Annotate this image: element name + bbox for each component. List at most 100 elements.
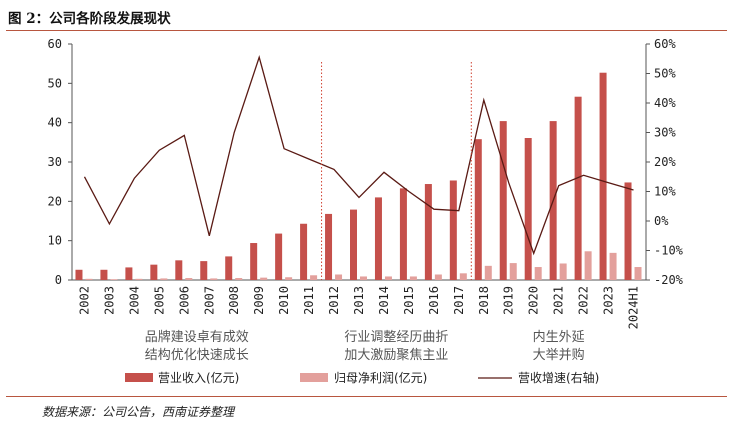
x-tick-label: 2009: [252, 286, 266, 315]
phase-label-line2: 大举并购: [533, 347, 585, 363]
profit-bar: [185, 278, 193, 280]
x-tick-label: 2018: [477, 286, 491, 315]
profit-bar: [335, 274, 343, 280]
profit-bar: [360, 276, 367, 280]
y-right-tick-label: 30%: [654, 126, 676, 140]
x-tick-label: 2004: [127, 286, 141, 315]
profit-bar: [310, 275, 318, 280]
profit-bar: [509, 263, 517, 280]
x-tick-label: 2020: [527, 286, 541, 315]
revenue-bar: [300, 223, 308, 280]
y-right-tick-label: 0%: [654, 214, 669, 228]
footer-rule: [6, 396, 727, 397]
profit-bar: [559, 263, 567, 280]
profit-bar: [110, 279, 118, 280]
revenue-bar: [125, 267, 133, 280]
x-tick-label: 2010: [277, 286, 291, 315]
profit-bar: [459, 273, 467, 280]
x-tick-label: 2022: [577, 286, 591, 315]
x-tick-label: 2019: [502, 286, 516, 315]
profit-bar: [210, 278, 218, 280]
legend-swatch-profit: [300, 373, 328, 382]
revenue-bar: [449, 180, 457, 280]
revenue-bar: [225, 256, 233, 280]
revenue-bar: [574, 96, 582, 280]
y-left-tick-label: 30: [48, 155, 62, 169]
y-left-tick-label: 40: [48, 116, 62, 130]
profit-bar: [609, 252, 617, 280]
source-note: 数据来源：公司公告，西南证券整理: [42, 405, 235, 419]
profit-bar: [534, 267, 542, 280]
profit-bar: [384, 276, 392, 280]
figure-title-bar: 图 2：公司各阶段发展现状: [6, 2, 727, 31]
revenue-bar: [100, 269, 108, 280]
revenue-bar: [150, 264, 158, 280]
profit-bar: [260, 277, 268, 280]
revenue-bar: [350, 209, 357, 280]
y-right-tick-label: 60%: [654, 37, 676, 51]
y-left-tick-label: 0: [55, 273, 62, 287]
profit-bar: [634, 267, 642, 280]
y-left-tick-label: 60: [48, 37, 62, 51]
profit-bar: [135, 278, 143, 280]
phase-label-line2: 结构优化快速成长: [145, 348, 249, 363]
x-tick-label: 2008: [227, 286, 241, 315]
x-tick-label: 2007: [202, 286, 216, 315]
revenue-bar: [250, 243, 258, 280]
revenue-bar: [275, 233, 283, 280]
revenue-bar: [175, 260, 183, 280]
x-tick-label: 2005: [152, 286, 166, 315]
x-tick-label: 2024H1: [627, 286, 641, 329]
x-tick-label: 2003: [102, 286, 116, 315]
figure-title: 图 2：公司各阶段发展现状: [8, 11, 171, 27]
y-right-tick-label: 20%: [654, 155, 676, 169]
revenue-bar: [200, 261, 208, 280]
profit-bar: [85, 278, 93, 280]
profit-bar: [160, 278, 168, 280]
x-tick-label: 2023: [602, 286, 616, 315]
y-left-tick-label: 50: [48, 76, 62, 90]
revenue-bar: [424, 184, 432, 280]
legend-swatch-revenue: [125, 373, 153, 382]
x-tick-label: 2002: [77, 286, 91, 315]
x-tick-label: 2016: [427, 286, 441, 315]
revenue-bar: [374, 197, 382, 280]
legend-label-profit: 归母净利润(亿元): [334, 370, 427, 385]
revenue-bar: [499, 121, 507, 281]
y-left-tick-label: 10: [48, 234, 62, 248]
revenue-bar: [75, 269, 83, 280]
phase-label-line1: 行业调整经历曲折: [344, 330, 448, 345]
y-right-tick-label: -10%: [654, 244, 684, 258]
profit-bar: [285, 277, 293, 280]
y-left-tick-label: 20: [48, 194, 62, 208]
revenue-bar: [325, 213, 333, 280]
revenue-bar: [599, 72, 607, 280]
y-right-tick-label: 10%: [654, 185, 676, 199]
x-tick-label: 2012: [327, 286, 341, 315]
revenue-bar: [624, 182, 632, 280]
legend-label-revenue: 营业收入(亿元): [158, 370, 239, 385]
x-tick-label: 2021: [552, 286, 566, 315]
revenue-bar: [399, 188, 407, 280]
revenue-bar: [474, 139, 482, 280]
y-right-tick-label: -20%: [654, 273, 684, 287]
x-tick-label: 2006: [177, 286, 191, 315]
revenue-bar: [524, 138, 532, 280]
y-right-tick-label: 50%: [654, 67, 676, 81]
profit-bar: [434, 274, 442, 280]
x-tick-label: 2011: [302, 286, 316, 315]
profit-bar: [235, 278, 243, 280]
profit-bar: [484, 265, 492, 280]
phase-label-line1: 内生外延: [533, 329, 585, 345]
x-tick-label: 2014: [377, 286, 391, 315]
y-right-tick-label: 40%: [654, 96, 676, 110]
profit-bar: [409, 276, 417, 280]
x-tick-label: 2015: [402, 286, 416, 315]
phase-label-line2: 加大激励聚焦主业: [344, 348, 448, 363]
x-tick-label: 2013: [352, 286, 366, 315]
x-tick-label: 2017: [452, 286, 466, 315]
legend-label-growth: 营收增速(右轴): [518, 370, 599, 385]
profit-bar: [584, 251, 592, 280]
phase-label-line1: 品牌建设卓有成效: [145, 329, 249, 345]
